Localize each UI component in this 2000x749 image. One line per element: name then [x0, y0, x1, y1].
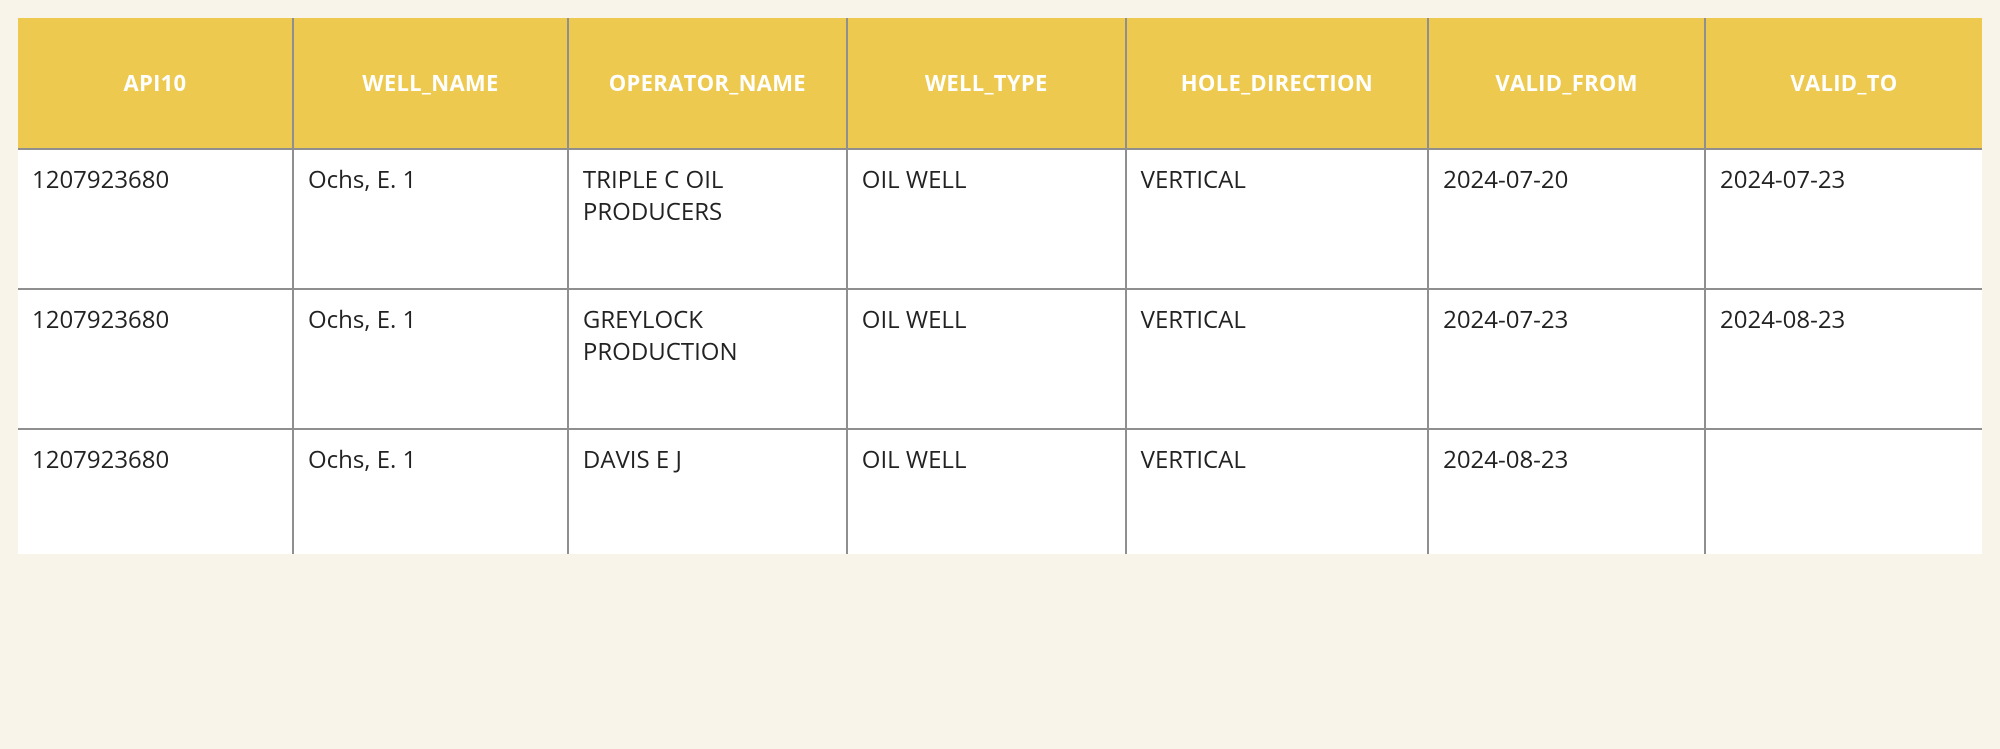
cell-api10: 1207923680 [18, 289, 293, 429]
cell-well-name: Ochs, E. 1 [293, 149, 568, 289]
cell-well-type: OIL WELL [847, 429, 1126, 554]
table-row: 1207923680 Ochs, E. 1 TRIPLE C OIL PRODU… [18, 149, 1982, 289]
cell-hole-direction: VERTICAL [1126, 149, 1428, 289]
col-header-api10: API10 [18, 18, 293, 149]
cell-valid-to: 2024-07-23 [1705, 149, 1982, 289]
cell-valid-from: 2024-07-20 [1428, 149, 1705, 289]
cell-well-type: OIL WELL [847, 289, 1126, 429]
cell-valid-from: 2024-07-23 [1428, 289, 1705, 429]
col-header-well-type: WELL_TYPE [847, 18, 1126, 149]
cell-well-name: Ochs, E. 1 [293, 289, 568, 429]
cell-operator-name: GREYLOCK PRODUCTION [568, 289, 847, 429]
cell-operator-name: TRIPLE C OIL PRODUCERS [568, 149, 847, 289]
col-header-valid-to: VALID_TO [1705, 18, 1982, 149]
col-header-well-name: WELL_NAME [293, 18, 568, 149]
cell-api10: 1207923680 [18, 149, 293, 289]
col-header-operator-name: OPERATOR_NAME [568, 18, 847, 149]
cell-hole-direction: VERTICAL [1126, 289, 1428, 429]
col-header-hole-direction: HOLE_DIRECTION [1126, 18, 1428, 149]
cell-hole-direction: VERTICAL [1126, 429, 1428, 554]
table-row: 1207923680 Ochs, E. 1 GREYLOCK PRODUCTIO… [18, 289, 1982, 429]
well-data-table: API10 WELL_NAME OPERATOR_NAME WELL_TYPE … [18, 18, 1982, 554]
cell-valid-to [1705, 429, 1982, 554]
cell-well-name: Ochs, E. 1 [293, 429, 568, 554]
cell-valid-from: 2024-08-23 [1428, 429, 1705, 554]
cell-valid-to: 2024-08-23 [1705, 289, 1982, 429]
cell-api10: 1207923680 [18, 429, 293, 554]
cell-well-type: OIL WELL [847, 149, 1126, 289]
col-header-valid-from: VALID_FROM [1428, 18, 1705, 149]
table-row: 1207923680 Ochs, E. 1 DAVIS E J OIL WELL… [18, 429, 1982, 554]
table-header-row: API10 WELL_NAME OPERATOR_NAME WELL_TYPE … [18, 18, 1982, 149]
cell-operator-name: DAVIS E J [568, 429, 847, 554]
